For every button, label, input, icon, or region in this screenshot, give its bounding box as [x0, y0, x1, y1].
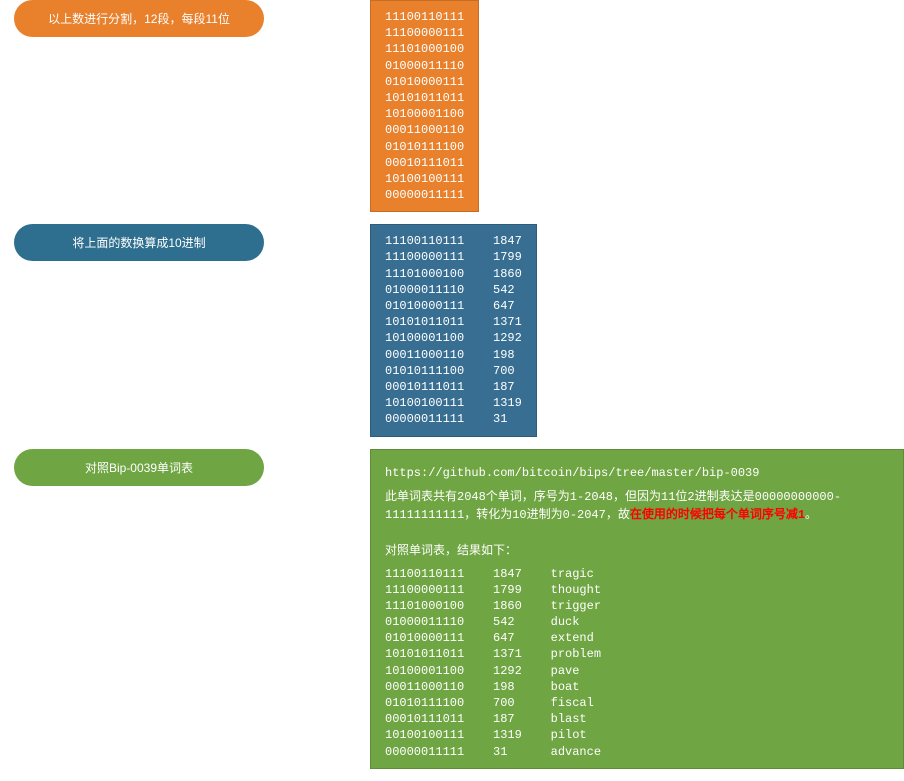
bip39-url: https://github.com/bitcoin/bips/tree/mas… [385, 464, 889, 482]
result-title: 对照单词表，结果如下： [385, 542, 889, 560]
step-1-label-col: 以上数进行分割，12段，每段11位 [0, 0, 370, 37]
step-3-wordlist-box: https://github.com/bitcoin/bips/tree/mas… [370, 449, 904, 769]
step-2-pill: 将上面的数换算成10进制 [14, 224, 264, 261]
bip39-description: 此单词表共有2048个单词，序号为1-2048，但因为11位2进制表达是0000… [385, 488, 889, 524]
step-1-binary-box: 11100110111 11100000111 11101000100 0100… [370, 0, 479, 212]
desc-suffix: 。 [805, 508, 817, 522]
desc-highlight: 在使用的时候把每个单词序号减1 [630, 508, 805, 522]
step-3-label: 对照Bip-0039单词表 [85, 461, 193, 475]
step-1-row: 以上数进行分割，12段，每段11位 11100110111 1110000011… [0, 0, 904, 212]
wordlist-table: 11100110111 1847 tragic 11100000111 1799… [385, 566, 889, 760]
step-1-label: 以上数进行分割，12段，每段11位 [48, 12, 230, 26]
step-2-box-col: 11100110111 1847 11100000111 1799 111010… [370, 224, 904, 436]
step-3-label-col: 对照Bip-0039单词表 [0, 449, 370, 486]
step-2-row: 将上面的数换算成10进制 11100110111 1847 1110000011… [0, 224, 904, 436]
step-2-decimal-box: 11100110111 1847 11100000111 1799 111010… [370, 224, 537, 436]
step-3-row: 对照Bip-0039单词表 https://github.com/bitcoin… [0, 449, 904, 769]
step-1-box-col: 11100110111 11100000111 11101000100 0100… [370, 0, 904, 212]
step-2-label-col: 将上面的数换算成10进制 [0, 224, 370, 261]
step-2-label: 将上面的数换算成10进制 [72, 236, 205, 250]
step-3-box-col: https://github.com/bitcoin/bips/tree/mas… [370, 449, 904, 769]
step-3-pill: 对照Bip-0039单词表 [14, 449, 264, 486]
step-1-pill: 以上数进行分割，12段，每段11位 [14, 0, 264, 37]
